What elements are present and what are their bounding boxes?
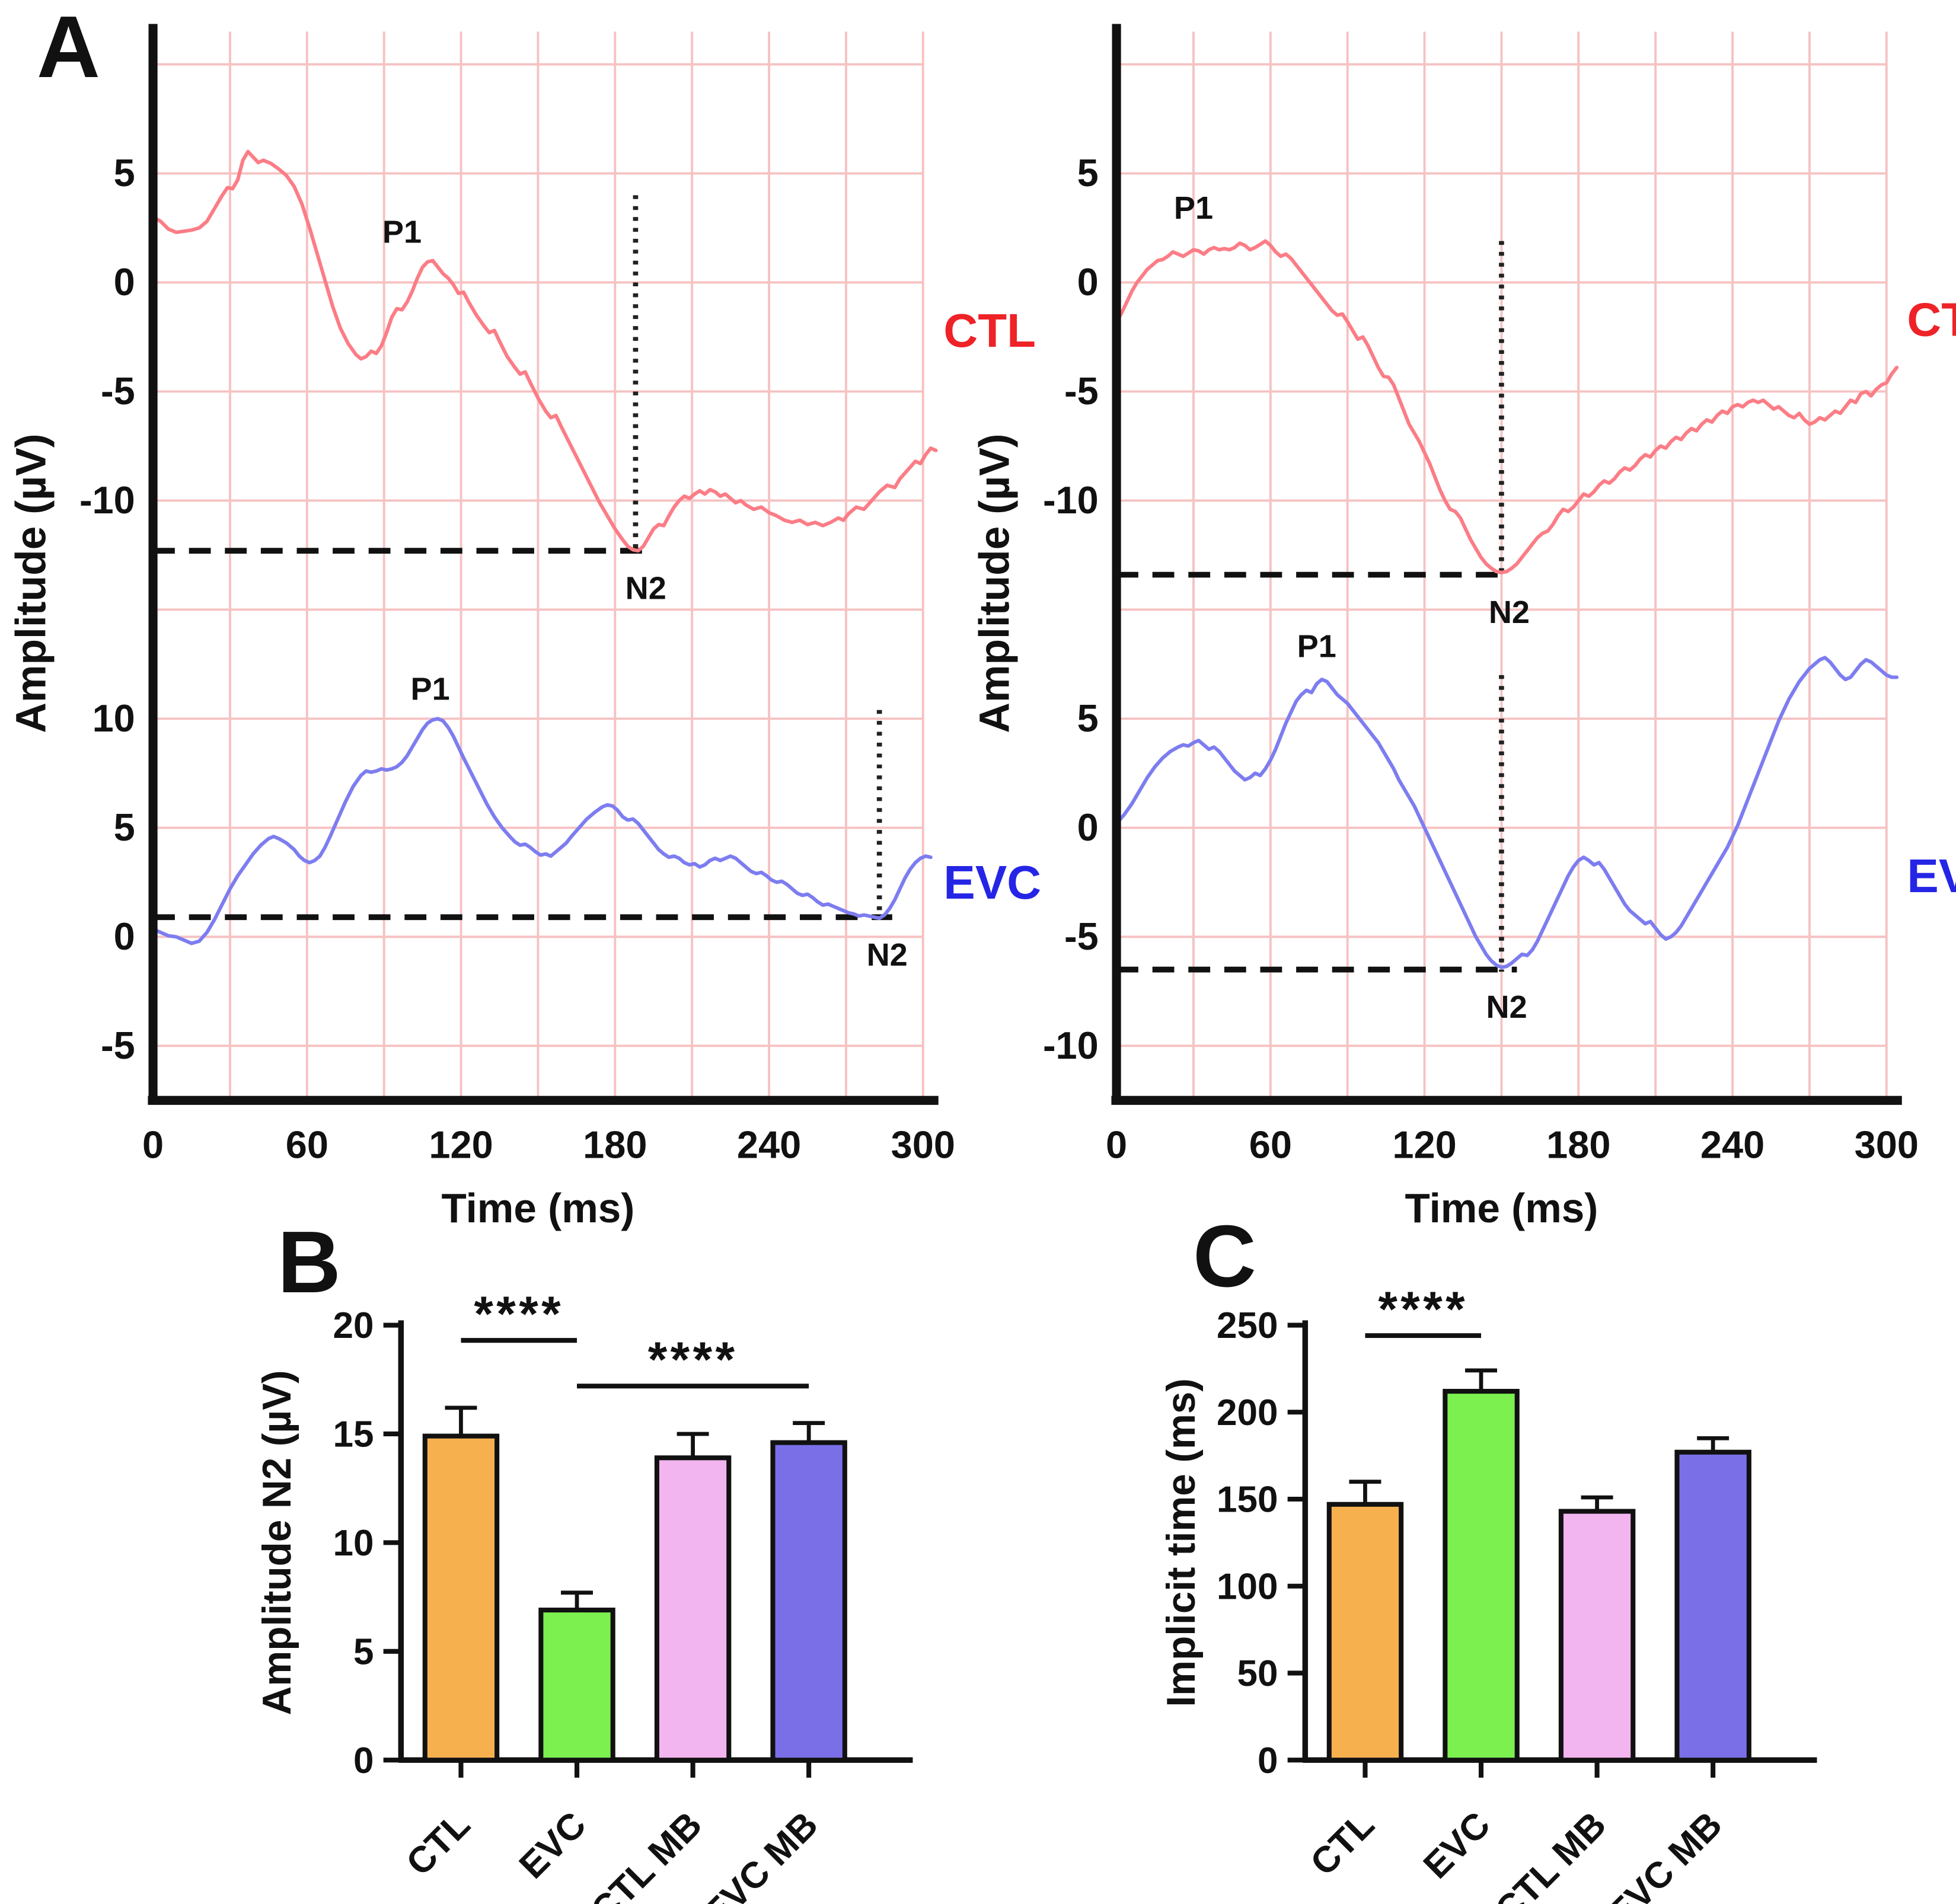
waveform-trace-evc-mb	[1115, 656, 1899, 969]
y-tick-label: 5	[1077, 697, 1099, 740]
y-axis-title: Amplitude N2 (µV)	[255, 1370, 299, 1715]
bar-evc-mb	[1674, 1449, 1751, 1763]
waveform-trace-ctl	[151, 149, 938, 553]
bar-ctl-mb	[654, 1455, 732, 1763]
y-tick-label: -10	[1043, 478, 1099, 522]
y-tick-label: 5	[114, 806, 135, 849]
p1-annotation: P1	[382, 214, 422, 250]
x-tick-label: 60	[286, 1123, 328, 1167]
y-tick-label: 5	[353, 1631, 374, 1672]
x-axis-title: Time (ms)	[442, 1185, 635, 1231]
x-tick-label: 0	[1106, 1123, 1127, 1167]
series-label-ctl: CTL	[943, 304, 1036, 357]
category-label: EVC	[1416, 1804, 1498, 1887]
x-tick-label: 60	[1249, 1123, 1292, 1167]
x-tick-label: 120	[1392, 1123, 1456, 1167]
x-tick-label: 0	[142, 1123, 164, 1167]
y-tick-label: 5	[114, 151, 135, 194]
y-tick-label: 20	[333, 1305, 374, 1346]
category-label: CTL MB	[583, 1804, 710, 1904]
category-label: CTL	[1303, 1804, 1382, 1884]
x-tick-label: 300	[891, 1123, 955, 1167]
y-tick-label: 250	[1217, 1305, 1278, 1346]
bar-evc	[1443, 1389, 1520, 1763]
y-tick-label: 0	[114, 260, 135, 304]
y-axis-title: Amplitude (µV)	[7, 433, 55, 733]
category-label: EVC MB	[696, 1804, 826, 1904]
y-tick-label: 0	[1258, 1740, 1278, 1781]
y-tick-label: 15	[333, 1414, 374, 1455]
y-tick-label: 200	[1217, 1392, 1278, 1433]
y-tick-label: 0	[1077, 260, 1099, 304]
significance-stars: ****	[648, 1331, 738, 1387]
y-tick-label: 0	[353, 1740, 374, 1781]
n2-annotation: N2	[626, 571, 666, 606]
n2-annotation: N2	[867, 937, 908, 973]
panel-label-a: A	[37, 0, 100, 96]
waveform-trace-ctl-mb	[1115, 239, 1899, 574]
category-label: EVC MB	[1600, 1804, 1730, 1904]
waveform-trace-evc	[151, 717, 933, 945]
y-tick-label: 150	[1217, 1480, 1278, 1520]
x-tick-label: 180	[583, 1123, 647, 1167]
y-tick-label: 0	[1077, 806, 1099, 849]
y-tick-label: 10	[92, 697, 135, 740]
x-tick-label: 180	[1546, 1123, 1610, 1167]
y-tick-label: -5	[1064, 369, 1099, 413]
y-tick-label: 50	[1237, 1653, 1278, 1694]
n2-annotation: N2	[1486, 989, 1527, 1025]
significance-stars: ****	[474, 1286, 564, 1341]
category-label: CTL MB	[1488, 1804, 1614, 1904]
y-tick-label: -10	[1043, 1024, 1099, 1067]
bar-evc	[538, 1608, 615, 1763]
y-tick-label: 10	[333, 1523, 374, 1564]
n2-annotation: N2	[1489, 595, 1530, 630]
y-tick-label: -5	[1064, 915, 1099, 958]
y-axis-title: Implicit time (ms)	[1159, 1378, 1204, 1707]
series-label-evc-mb: EVC-MB	[1907, 849, 1956, 902]
bar-ctl-mb	[1558, 1509, 1636, 1763]
y-tick-label: 100	[1217, 1566, 1278, 1607]
p1-annotation: P1	[1174, 190, 1213, 226]
x-axis-title: Time (ms)	[1405, 1185, 1598, 1231]
bar-evc-mb	[770, 1440, 847, 1763]
bar-ctl	[422, 1433, 500, 1763]
panel-label-c: C	[1193, 1207, 1256, 1305]
series-label-ctl-mb: CTL-MB	[1907, 293, 1956, 346]
p1-annotation: P1	[411, 671, 450, 707]
x-tick-label: 240	[737, 1123, 801, 1167]
y-tick-label: -10	[79, 478, 135, 522]
series-label-evc: EVC	[943, 856, 1041, 909]
x-tick-label: 240	[1700, 1123, 1764, 1167]
significance-stars: ****	[1378, 1281, 1468, 1337]
y-tick-label: 5	[1077, 151, 1099, 194]
bar-ctl	[1326, 1502, 1404, 1763]
y-axis-title: Amplitude (µV)	[971, 433, 1018, 733]
waveform-chart-ctl-evc: 5 0 -5 -10 P1 N2 CTL 10 5 0 -5 P1 N2 EVC 0 60 120 180 240 3…	[7, 24, 1041, 1231]
p1-annotation: P1	[1297, 629, 1336, 665]
y-tick-label: -5	[101, 369, 135, 413]
waveform-chart-ctlmb-evcmb: 5 0 -5 -10 P1 N2 CTL-MB 5 0 -5 -10 P1 N2 EVC-MB 0 60 120…	[971, 24, 1956, 1231]
x-tick-label: 300	[1855, 1123, 1919, 1167]
category-label: CTL	[398, 1804, 478, 1884]
category-label: EVC	[512, 1804, 594, 1887]
y-tick-label: -5	[101, 1024, 135, 1067]
panel-label-b: B	[277, 1213, 341, 1311]
x-tick-label: 120	[429, 1123, 493, 1167]
y-tick-label: 0	[114, 915, 135, 958]
